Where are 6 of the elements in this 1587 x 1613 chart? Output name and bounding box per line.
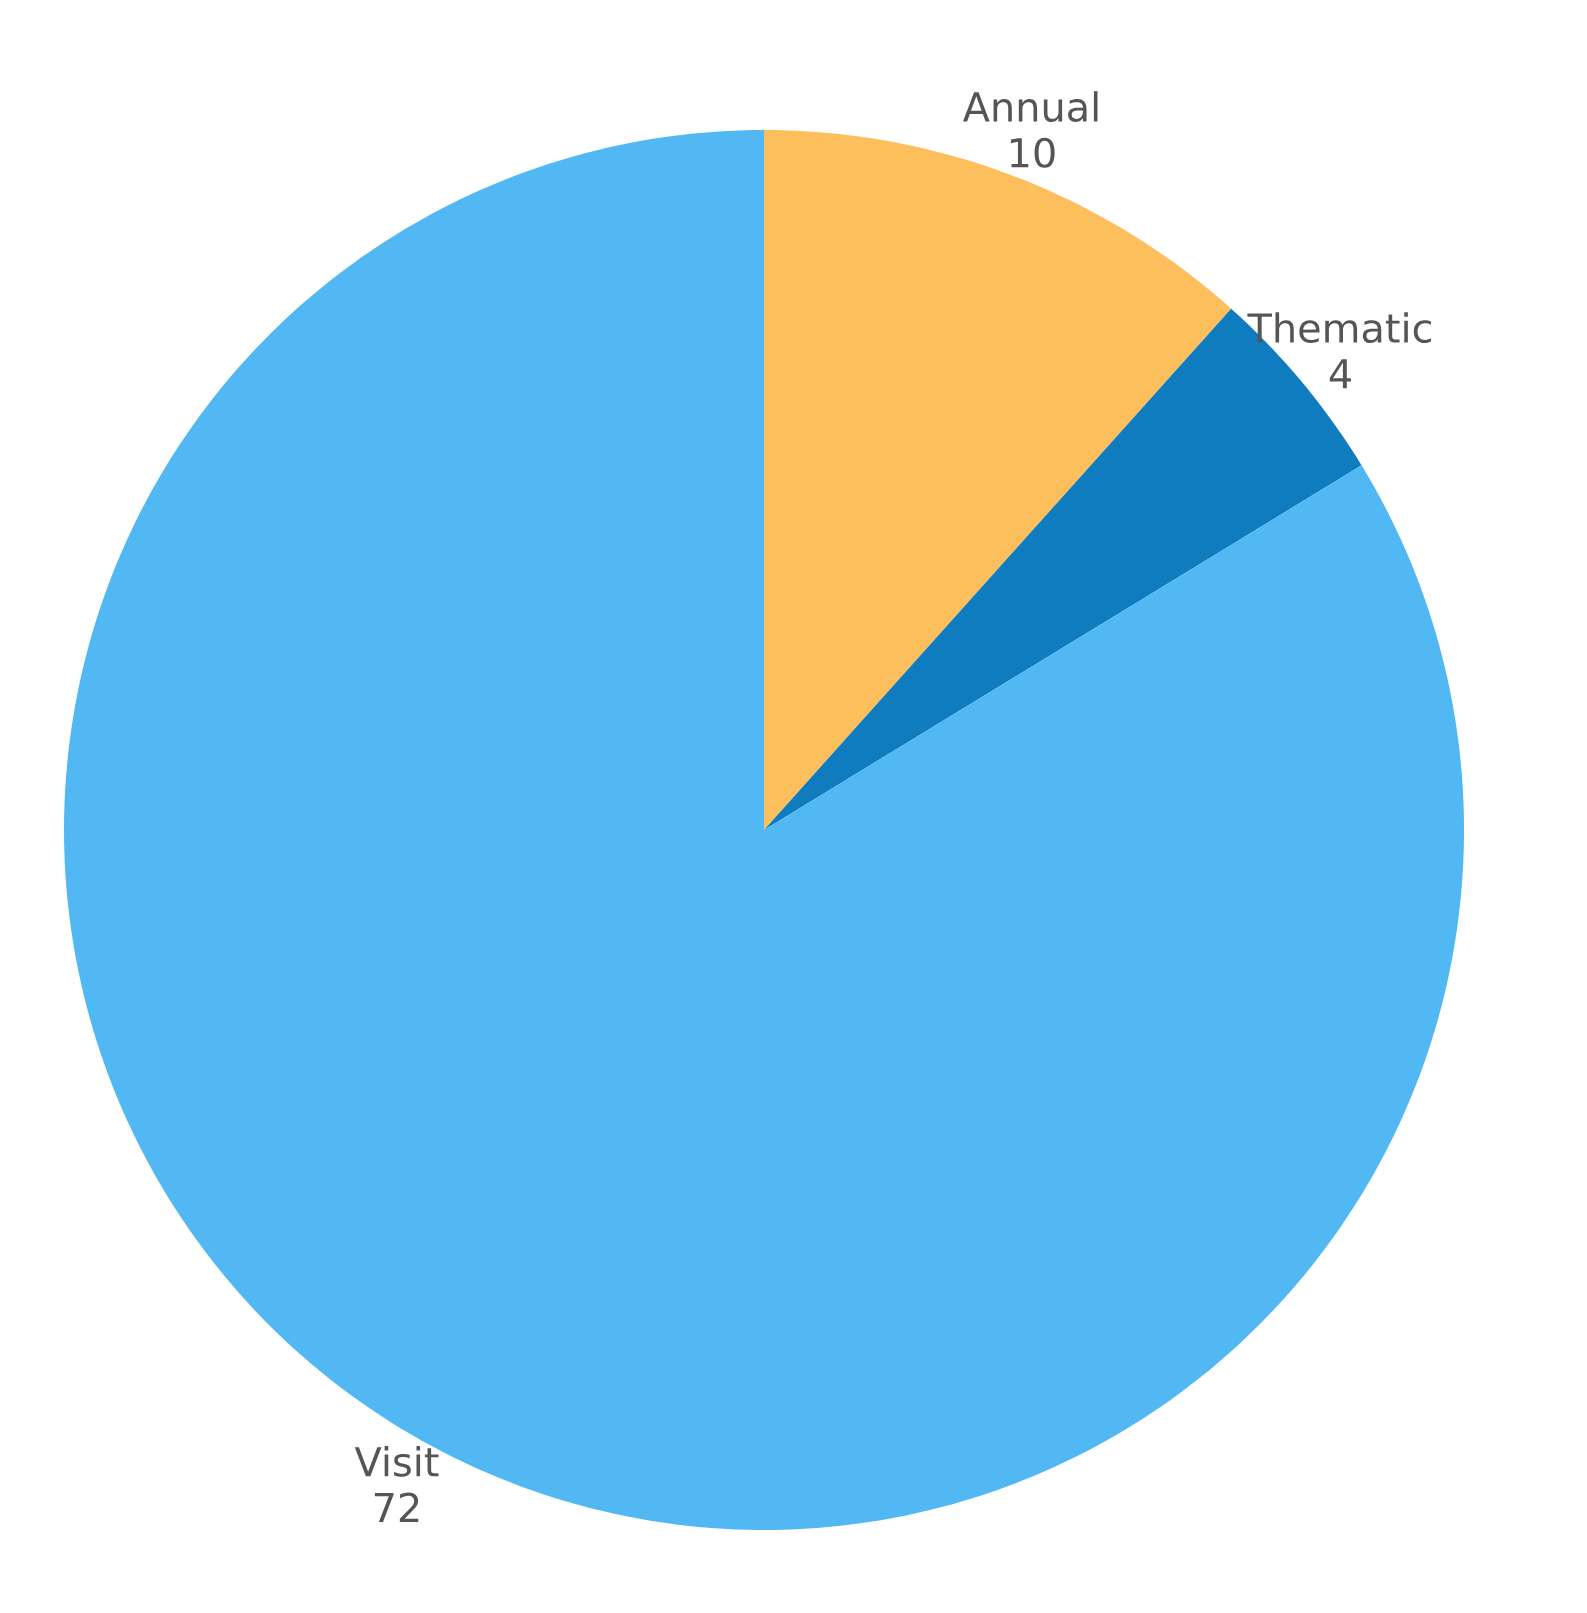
- data-label: 72: [374, 1492, 419, 1523]
- data-label: 10: [1010, 137, 1055, 168]
- slice-label: Visit: [354, 1445, 439, 1477]
- slice-label: Thematic: [1247, 312, 1432, 344]
- slice-label: Annual: [962, 91, 1098, 122]
- data-label: 4: [1329, 359, 1351, 389]
